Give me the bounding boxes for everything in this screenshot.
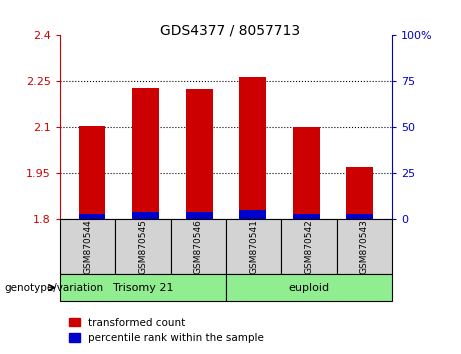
Text: GDS4377 / 8057713: GDS4377 / 8057713 [160,23,301,37]
Bar [239,77,266,219]
Text: GSM870544: GSM870544 [83,219,92,274]
Text: Trisomy 21: Trisomy 21 [112,282,173,293]
Bar [79,214,106,219]
Text: genotype/variation: genotype/variation [5,282,104,293]
Bar [293,214,319,219]
Text: GSM870543: GSM870543 [360,219,369,274]
Text: GSM870546: GSM870546 [194,219,203,274]
Bar [132,87,159,219]
Bar [186,212,213,219]
Text: GSM870545: GSM870545 [138,219,148,274]
Bar [293,127,319,219]
Bar [79,126,106,219]
Text: GSM870541: GSM870541 [249,219,258,274]
Bar [346,167,373,219]
Text: euploid: euploid [288,282,330,293]
Bar [186,89,213,219]
Bar [346,214,373,219]
Legend: transformed count, percentile rank within the sample: transformed count, percentile rank withi… [65,314,268,347]
Text: GSM870542: GSM870542 [304,219,313,274]
Bar [239,210,266,219]
Bar [132,212,159,219]
